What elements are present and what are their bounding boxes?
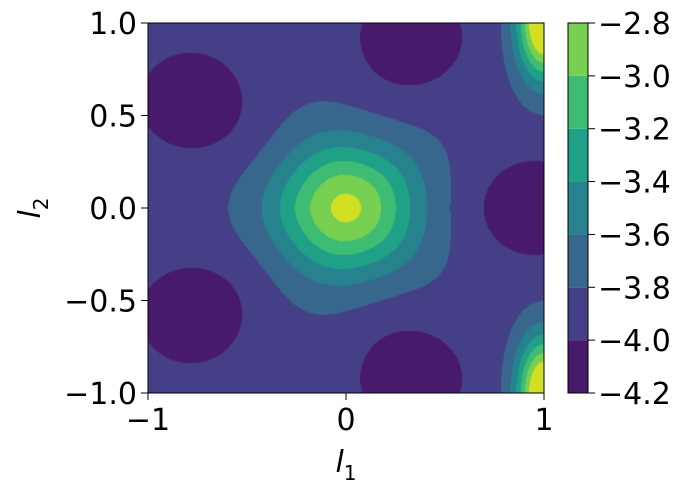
colorbar: −4.2 −4.0 −3.8 −3.6 −3.4 −3.2 −3.0 −2.8 [567, 7, 671, 412]
x-axis: −1 0 1 [126, 393, 554, 438]
colorbar-band [568, 287, 588, 341]
x-tick-label: 1 [534, 403, 553, 438]
colorbar-band [568, 181, 588, 235]
colorbar-band [568, 128, 588, 182]
y-axis: −1.0 −0.5 0.0 0.5 1.0 [64, 7, 148, 412]
colorbar-tick-label: −3.4 [598, 166, 671, 201]
colorbar-band [568, 340, 588, 393]
colorbar-tick-label: −2.8 [598, 7, 671, 42]
x-axis-label-sub: 1 [344, 461, 357, 485]
colorbar-tick-label: −3.8 [598, 271, 671, 306]
contour-fill [148, 23, 544, 393]
colorbar-tick-label: −3.6 [598, 218, 671, 253]
y-axis-label-sub: 2 [29, 197, 53, 210]
colorbar-band [568, 75, 588, 129]
colorbar-tick-label: −4.0 [598, 324, 671, 359]
colorbar-tick-label: −3.0 [598, 60, 671, 95]
y-tick-label: −0.5 [64, 285, 137, 320]
x-tick-label: −1 [126, 403, 170, 438]
y-axis-label: l2 [13, 197, 53, 218]
x-tick-label: 0 [336, 403, 355, 438]
x-axis-label-main: l [335, 445, 344, 480]
colorbar-band [568, 23, 588, 76]
y-tick-label: −1.0 [64, 377, 137, 412]
y-tick-label: 1.0 [89, 7, 137, 42]
colorbar-frame [567, 22, 589, 394]
colorbar-tick-label: −3.2 [598, 113, 671, 148]
y-tick-label: 0.5 [89, 100, 137, 135]
plot-area [147, 22, 545, 394]
y-axis-label-main: l [13, 210, 48, 219]
x-axis-label: l1 [335, 445, 356, 485]
colorbar-band [568, 234, 588, 288]
colorbar-tick-label: −4.2 [598, 377, 671, 412]
y-tick-label: 0.0 [89, 192, 137, 227]
